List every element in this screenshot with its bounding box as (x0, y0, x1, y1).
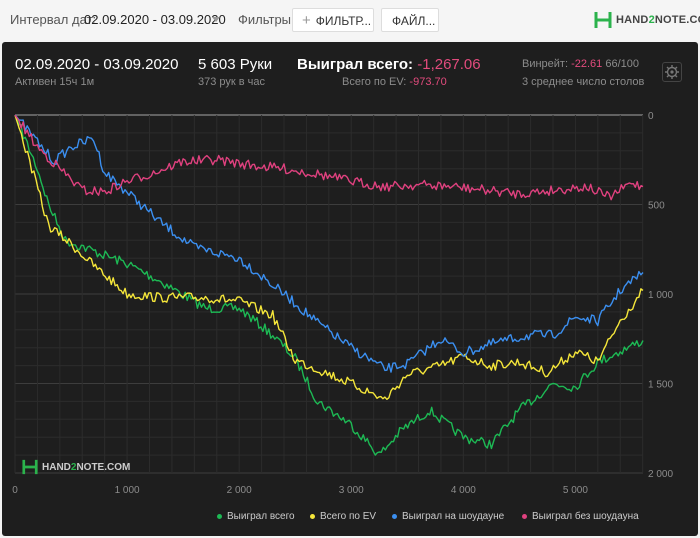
y-tick-label: 1 000 (648, 290, 673, 301)
series-line-0 (14, 114, 644, 456)
summary-tables: 3 среднее число столов (522, 76, 645, 88)
summary-date-range: 02.09.2020 - 03.09.2020 (15, 56, 179, 73)
x-tick-label: 5 000 (563, 485, 588, 496)
legend-item-non-showdown[interactable]: Выиграл без шоудауна (522, 511, 639, 522)
legend-item-won-total[interactable]: Выиграл всего (217, 511, 295, 522)
hand2note-logo-icon (594, 12, 612, 28)
legend-label: Выиграл без шоудауна (532, 511, 639, 522)
graph-panel (2, 42, 698, 536)
gear-icon (665, 65, 679, 79)
settings-button[interactable] (662, 62, 682, 82)
y-tick-label: 500 (648, 201, 665, 212)
files-button[interactable]: ФАЙЛ... (381, 8, 439, 32)
date-range-select[interactable]: 02.09.2020 - 03.09.2020 (84, 12, 226, 27)
legend-dot-icon (310, 514, 315, 519)
plus-icon: + (302, 12, 311, 29)
x-tick-label: 1 000 (115, 485, 140, 496)
toolbar: Интервал дат: 02.09.2020 - 03.09.2020 Фи… (0, 0, 700, 40)
logo-text: HAND2NOTE.COM (616, 14, 700, 26)
legend-dot-icon (217, 514, 222, 519)
hand2note-watermark-icon (22, 459, 38, 475)
summary-won-total: Выиграл всего: -1,267.06 (297, 56, 481, 73)
chart-watermark: HAND2NOTE.COM (22, 459, 130, 475)
x-tick-label: 0 (12, 485, 18, 496)
legend-dot-icon (522, 514, 527, 519)
summary-hands: 5 603 Руки (198, 56, 273, 73)
logo: HAND2NOTE.COM (594, 9, 700, 31)
date-label: Интервал дат: (10, 12, 97, 27)
summary-winrate: Винрейт: -22.61 66/100 (522, 58, 640, 70)
chevron-down-icon[interactable] (212, 17, 220, 22)
legend-dot-icon (392, 514, 397, 519)
series-line-3 (14, 114, 644, 201)
series-line-1 (14, 114, 644, 400)
legend-item-ev-total[interactable]: Всего по EV (310, 511, 376, 522)
legend-label: Выиграл всего (227, 511, 295, 522)
watermark-text: HAND2NOTE.COM (42, 461, 131, 473)
y-tick-label: 1 500 (648, 380, 673, 391)
legend-item-showdown[interactable]: Выиграл на шоудауне (392, 511, 504, 522)
files-button-label: ФАЙЛ... (392, 14, 436, 28)
y-tick-label: 2 000 (648, 469, 673, 480)
summary-active-time: Активен 15ч 1м (15, 76, 95, 88)
filters-label: Фильтры: (238, 12, 295, 27)
x-tick-label: 3 000 (339, 485, 364, 496)
y-tick-label: 0 (648, 111, 654, 122)
x-tick-label: 4 000 (451, 485, 476, 496)
legend-label: Выиграл на шоудауне (402, 511, 505, 522)
x-tick-label: 2 000 (227, 485, 252, 496)
filter-button-label: ФИЛЬТР... (315, 14, 372, 28)
filter-button[interactable]: + ФИЛЬТР... (292, 8, 374, 32)
summary-hands-per-hour: 373 рук в час (198, 76, 266, 88)
summary-ev-total: Всего по EV: -973.70 (342, 76, 447, 88)
legend-label: Всего по EV (320, 511, 377, 522)
